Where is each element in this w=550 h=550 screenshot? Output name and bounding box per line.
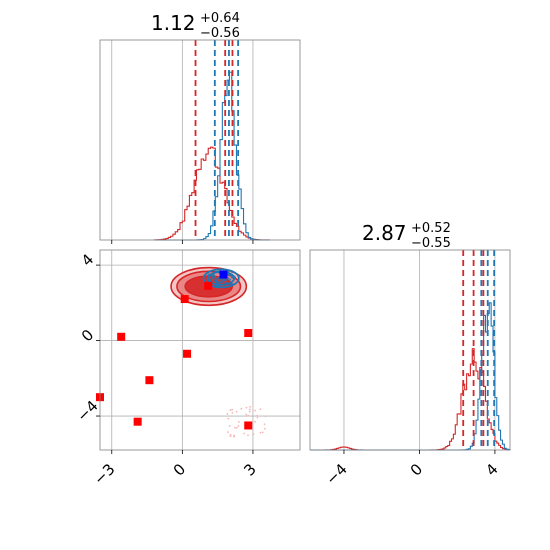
marginal-2-bg	[310, 250, 510, 450]
joint-sample-point	[231, 411, 234, 414]
joint-blue-sample	[216, 284, 220, 287]
joint-red-marker	[133, 417, 142, 426]
marginal-param-2-panel: −4 0 4	[309, 249, 511, 488]
joint-blue-sample	[209, 273, 213, 277]
joint-red-marker	[183, 349, 192, 358]
joint-blue-contour	[202, 268, 240, 289]
joint-blue-sample	[232, 275, 236, 278]
joint-ytick-label: 0	[78, 326, 97, 345]
marginal-2-title-plus: +0.52	[411, 221, 451, 236]
joint-blue-sample	[213, 275, 217, 279]
marginal-1-title: 1.12 +0.64 −0.56	[151, 11, 240, 41]
joint-sample-point	[256, 414, 258, 417]
joint-blue-sample	[230, 270, 234, 273]
joint-red-marker	[244, 421, 253, 430]
marginal-param-1-panel	[99, 39, 301, 244]
joint-blue-sample	[229, 273, 232, 276]
joint-sample-point	[264, 427, 266, 430]
joint-blue-sample	[214, 270, 217, 274]
marginal-2-xtick-label: −4	[322, 460, 350, 488]
joint-sample-point	[254, 409, 256, 412]
joint-blue-sample	[206, 278, 210, 282]
joint-sample-point	[254, 420, 256, 423]
joint-sample-point	[227, 417, 230, 420]
joint-blue-sample	[214, 282, 218, 285]
joint-sample-point	[264, 415, 267, 418]
joint-red-marker	[180, 295, 189, 304]
joint-panel: −3 0 3−404	[73, 249, 301, 488]
joint-sample-point	[235, 426, 238, 429]
joint-sample-point	[243, 432, 246, 435]
joint-sample-point	[259, 431, 262, 434]
joint-blue-sample	[207, 273, 211, 276]
joint-sample-point	[263, 423, 266, 426]
joint-sample-point	[235, 410, 238, 413]
joint-red-marker	[244, 329, 253, 338]
marginal-2-title-value: 2.87	[362, 221, 407, 245]
joint-sample-point	[248, 410, 251, 413]
joint-sample-point	[227, 431, 229, 434]
joint-sample-point	[249, 408, 251, 411]
joint-sample-point	[252, 433, 255, 436]
joint-blue-sample	[229, 284, 233, 287]
joint-blue-sample	[224, 282, 228, 285]
joint-sample-point	[247, 414, 250, 417]
joint-sample-point	[259, 408, 262, 411]
joint-sample-point	[256, 416, 259, 419]
joint-sample-point	[234, 426, 236, 429]
joint-xtick-label: −3	[90, 460, 118, 488]
joint-blue-sample	[228, 278, 232, 281]
joint-sample-point	[229, 433, 232, 436]
marginal-1-title-plus: +0.64	[200, 11, 240, 26]
joint-blue-sample	[215, 279, 218, 283]
marginal-1-title-value: 1.12	[151, 11, 196, 35]
joint-sample-point	[229, 409, 232, 412]
joint-blue-sample	[209, 278, 212, 282]
joint-red-marker	[145, 376, 154, 385]
marginal-1-bg	[100, 40, 300, 240]
joint-sample-point	[240, 407, 243, 410]
joint-xtick-label: 3	[240, 460, 259, 479]
joint-sample-point	[245, 413, 248, 416]
joint-sample-point	[229, 435, 232, 438]
marginal-2-xtick-label: 0	[407, 460, 426, 479]
joint-sample-point	[261, 431, 264, 434]
joint-xtick-label: 0	[170, 460, 189, 479]
joint-frame	[99, 249, 301, 451]
joint-blue-marker	[219, 270, 228, 279]
joint-blue-sample	[222, 278, 226, 282]
joint-red-marker	[204, 281, 213, 290]
marginal-2-title: 2.87 +0.52 −0.55	[362, 221, 451, 251]
joint-blue-sample	[220, 280, 224, 283]
marginal-1-title-minus: −0.56	[200, 26, 240, 41]
joint-sample-point	[233, 435, 235, 438]
joint-sample-point	[237, 421, 240, 423]
joint-blue-sample	[227, 270, 230, 274]
joint-sample-point	[237, 425, 240, 427]
joint-sample-point	[231, 408, 234, 411]
marginal-2-frame	[309, 249, 511, 451]
joint-sample-point	[226, 413, 229, 415]
marginal-1-frame	[99, 39, 301, 241]
joint-ytick-label: 4	[78, 250, 97, 269]
marginal-2-xtick-label: 4	[482, 460, 501, 479]
joint-blue-sample	[216, 270, 220, 274]
joint-sample-point	[245, 406, 248, 409]
joint-sample-point	[247, 434, 249, 437]
marginal-2-title-minus: −0.55	[411, 236, 451, 251]
joint-sample-point	[249, 406, 252, 408]
joint-red-marker	[117, 332, 126, 341]
joint-blue-sample	[229, 281, 232, 285]
joint-sample-point	[228, 425, 231, 427]
